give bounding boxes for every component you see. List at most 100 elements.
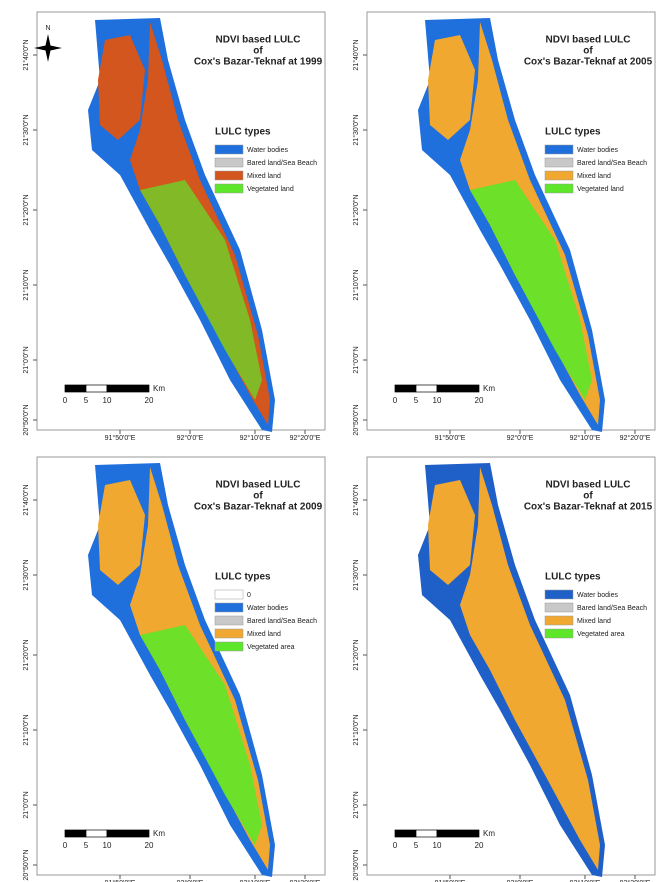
scale-tick: 10	[433, 841, 442, 850]
scale-tick: 20	[145, 396, 154, 405]
legend-swatch	[215, 145, 243, 154]
lon-label: 92°10'0"E	[240, 434, 271, 442]
scale-segment	[416, 385, 437, 392]
map-title: of	[583, 46, 593, 57]
scale-segment	[86, 830, 107, 837]
legend-label: Mixed land	[247, 173, 281, 180]
scale-tick: 10	[103, 396, 112, 405]
lat-label: 21°40'0"N	[22, 39, 30, 70]
legend-label: Bared land/Sea Beach	[247, 160, 317, 167]
scale-tick: 20	[145, 841, 154, 850]
scale-segment	[107, 385, 149, 392]
scale-segment	[395, 830, 416, 837]
lat-label: 21°10'0"N	[22, 269, 30, 300]
scale-unit: Km	[153, 384, 165, 393]
lat-label: 21°20'0"N	[352, 639, 360, 670]
scale-segment	[416, 830, 437, 837]
legend-swatch	[215, 184, 243, 193]
scale-unit: Km	[483, 829, 495, 838]
scale-tick: 0	[63, 396, 68, 405]
legend-label: Vegetated area	[577, 631, 625, 638]
lat-label: 20°50'0"N	[352, 404, 360, 435]
map-title: NDVI based LULC	[215, 35, 300, 46]
scale-tick: 5	[414, 396, 419, 405]
legend-swatch	[545, 603, 573, 612]
lat-label: 21°0'0"N	[352, 346, 360, 373]
lat-label: 21°10'0"N	[22, 714, 30, 745]
legend-swatch	[545, 184, 573, 193]
lat-label: 21°0'0"N	[22, 346, 30, 373]
lat-label: 20°50'0"N	[22, 404, 30, 435]
scale-tick: 5	[84, 396, 89, 405]
legend-label: Vegetated land	[577, 186, 624, 193]
map-title: NDVI based LULC	[545, 35, 630, 46]
lon-label: 92°10'0"E	[570, 434, 601, 442]
legend-title: LULC types	[215, 127, 271, 138]
legend-swatch	[215, 171, 243, 180]
map-figure: NDVI based LULCofCox's Bazar-Teknaf at 1…	[0, 0, 658, 882]
lat-label: 21°20'0"N	[352, 194, 360, 225]
map-title: of	[253, 491, 263, 502]
lon-label: 91°50'0"E	[435, 434, 466, 442]
legend-label: Mixed land	[577, 173, 611, 180]
scale-tick: 5	[84, 841, 89, 850]
lat-label: 21°0'0"N	[22, 791, 30, 818]
legend-label: Water bodies	[247, 147, 288, 154]
lat-label: 21°20'0"N	[22, 639, 30, 670]
map-title: Cox's Bazar-Teknaf at 1999	[194, 57, 323, 68]
scale-tick: 10	[433, 396, 442, 405]
lat-label: 21°40'0"N	[352, 39, 360, 70]
scale-segment	[107, 830, 149, 837]
legend-title: LULC types	[545, 572, 601, 583]
scale-segment	[395, 385, 416, 392]
scale-segment	[65, 830, 86, 837]
legend-swatch	[545, 590, 573, 599]
legend-label: Vegetated land	[247, 186, 294, 193]
lat-label: 21°40'0"N	[22, 484, 30, 515]
legend-swatch	[545, 171, 573, 180]
lat-label: 20°50'0"N	[22, 849, 30, 880]
map-title: Cox's Bazar-Teknaf at 2009	[194, 502, 323, 513]
map-title: Cox's Bazar-Teknaf at 2015	[524, 502, 653, 513]
legend-label: Mixed land	[247, 631, 281, 638]
scale-tick: 10	[103, 841, 112, 850]
legend-title: LULC types	[215, 572, 271, 583]
legend-label: 0	[247, 592, 251, 599]
scale-tick: 20	[475, 841, 484, 850]
lat-label: 21°30'0"N	[22, 559, 30, 590]
lon-label: 92°0'0"E	[507, 434, 534, 442]
lat-label: 21°30'0"N	[352, 114, 360, 145]
scale-segment	[86, 385, 107, 392]
map-title: of	[583, 491, 593, 502]
north-label: N	[45, 25, 50, 32]
scale-unit: Km	[483, 384, 495, 393]
legend-swatch	[545, 629, 573, 638]
legend-swatch	[215, 590, 243, 599]
legend-swatch	[215, 629, 243, 638]
map-title: Cox's Bazar-Teknaf at 2005	[524, 57, 653, 68]
legend-swatch	[545, 145, 573, 154]
legend-label: Water bodies	[577, 592, 618, 599]
lon-label: 91°50'0"E	[105, 434, 136, 442]
legend-label: Water bodies	[247, 605, 288, 612]
legend-label: Bared land/Sea Beach	[247, 618, 317, 625]
map-title: of	[253, 46, 263, 57]
lat-label: 20°50'0"N	[352, 849, 360, 880]
lat-label: 21°20'0"N	[22, 194, 30, 225]
map-title: NDVI based LULC	[215, 480, 300, 491]
lon-label: 92°0'0"E	[177, 434, 204, 442]
legend-swatch	[215, 642, 243, 651]
scale-tick: 0	[393, 396, 398, 405]
lat-label: 21°10'0"N	[352, 714, 360, 745]
scale-segment	[437, 385, 479, 392]
legend-label: Bared land/Sea Beach	[577, 605, 647, 612]
scale-tick: 5	[414, 841, 419, 850]
lat-label: 21°30'0"N	[352, 559, 360, 590]
lat-label: 21°10'0"N	[352, 269, 360, 300]
scale-segment	[65, 385, 86, 392]
legend-label: Mixed land	[577, 618, 611, 625]
